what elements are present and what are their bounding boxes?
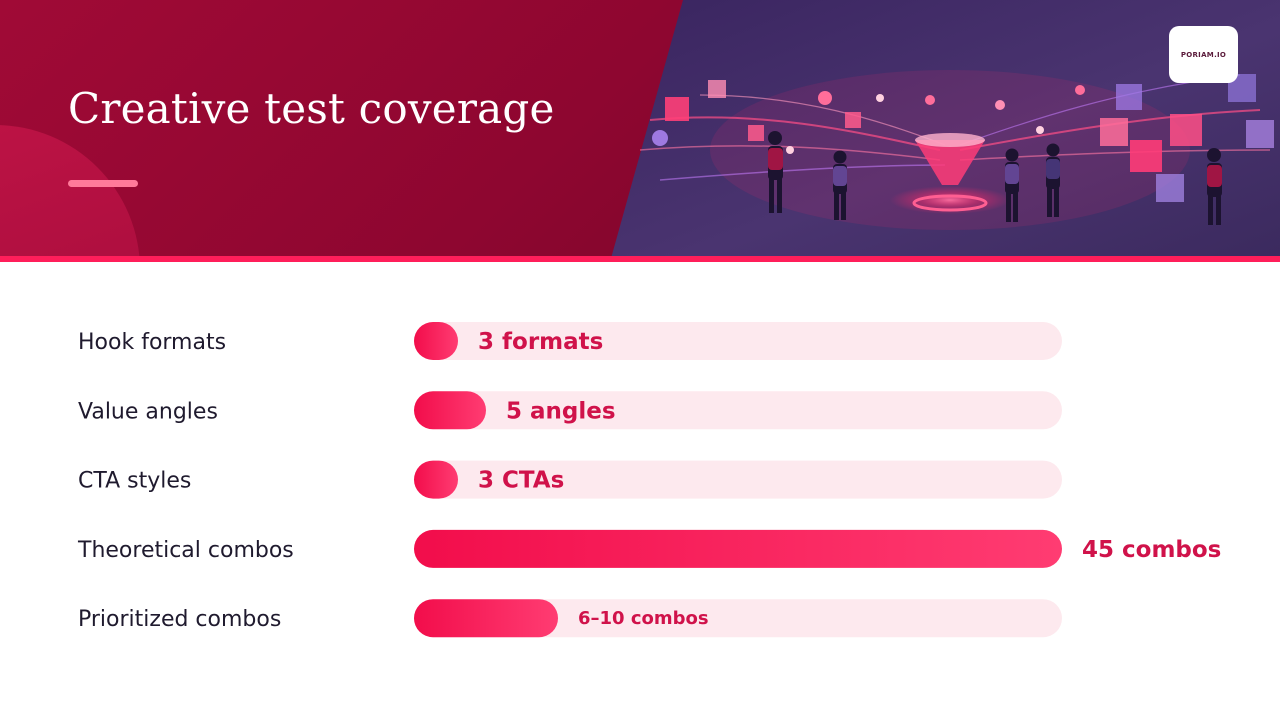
value-label: 45 combos: [1082, 537, 1221, 563]
row-label: Prioritized combos: [78, 607, 281, 632]
bar: [414, 529, 1062, 568]
bar: [414, 322, 458, 360]
coverage-chart-svg: Hook formats 3 formats Value angles 5 angle…: [77, 322, 1221, 638]
value-label: 3 formats: [478, 329, 603, 355]
header-accent-line: [0, 256, 1280, 262]
bar-track: [414, 599, 1062, 638]
bar: [414, 391, 486, 430]
header-banner: Creative test coverage PORIAM.IO: [0, 0, 1280, 262]
page-title: Creative test coverage: [68, 84, 555, 133]
coverage-chart: Hook formats 3 formats Value angles 5 angle…: [0, 262, 1280, 720]
bar-track: [414, 391, 1062, 430]
bar-track: [414, 322, 1062, 360]
title-underline: [68, 180, 138, 187]
logo-badge: PORIAM.IO: [1169, 26, 1238, 83]
value-label: 6–10 combos: [578, 608, 709, 629]
row-label: Hook formats: [78, 330, 226, 355]
row-label: Theoretical combos: [77, 538, 294, 563]
row-label: CTA styles: [78, 469, 191, 494]
value-label: 5 angles: [506, 398, 616, 424]
logo-text: PORIAM.IO: [1180, 50, 1227, 59]
header-illustration: [610, 0, 1280, 262]
bar: [414, 460, 458, 499]
row-label: Value angles: [78, 399, 218, 424]
bar-track: [414, 460, 1062, 499]
value-label: 3 CTAs: [478, 468, 564, 494]
bar: [414, 599, 558, 638]
